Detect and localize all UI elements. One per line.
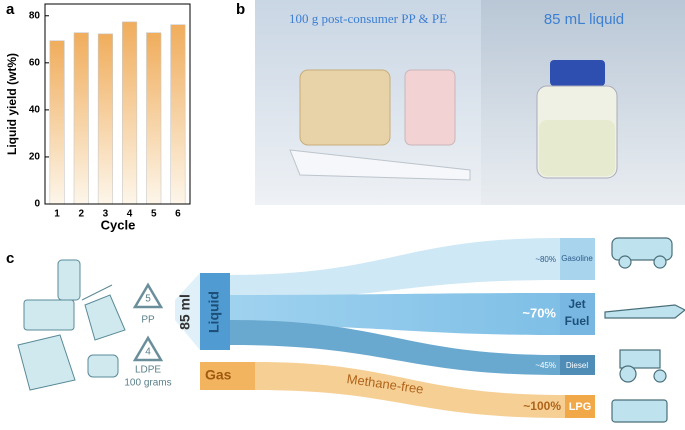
volume-label: 85 ml bbox=[177, 294, 193, 330]
x-tick-label: 5 bbox=[151, 209, 157, 220]
caption: 100 g post-consumer PP & PE bbox=[289, 11, 447, 26]
bar bbox=[97, 33, 113, 205]
car-wheel bbox=[618, 255, 632, 269]
tray-icon bbox=[23, 299, 75, 331]
diesel-node bbox=[560, 355, 595, 375]
film bbox=[289, 149, 471, 181]
y-tick-label: 60 bbox=[29, 57, 41, 68]
cup bbox=[404, 69, 456, 146]
bar bbox=[170, 24, 186, 205]
share: ~80% bbox=[535, 255, 556, 264]
feed-amount: 100 grams bbox=[124, 378, 171, 389]
panel-label: a bbox=[6, 1, 15, 18]
x-tick-label: 3 bbox=[103, 209, 109, 220]
product-name: LPG bbox=[569, 401, 592, 413]
resin-code: 4 bbox=[145, 347, 151, 358]
product-name: Jet bbox=[568, 297, 585, 311]
jet-node bbox=[560, 293, 595, 335]
gas-node bbox=[200, 362, 255, 390]
resin-name: PP bbox=[141, 315, 155, 326]
liquid-label: Liquid bbox=[206, 291, 222, 333]
gas-label: Gas bbox=[205, 367, 232, 383]
x-tick-label: 6 bbox=[175, 209, 181, 220]
resin-name: LDPE bbox=[135, 365, 161, 376]
flow-in bbox=[175, 273, 200, 350]
x-tick-label: 2 bbox=[78, 209, 84, 220]
gasoline-node bbox=[560, 238, 595, 280]
plane-icon bbox=[604, 304, 685, 319]
product-name: Fuel bbox=[565, 314, 590, 328]
y-tick-label: 40 bbox=[29, 105, 41, 116]
straw-icon bbox=[81, 284, 113, 301]
flow-gas bbox=[255, 362, 565, 418]
bar bbox=[146, 32, 162, 205]
y-axis-label: Liquid yield (wt%) bbox=[5, 53, 19, 155]
x-axis-label: Cycle bbox=[101, 217, 136, 232]
car-icon bbox=[611, 237, 673, 261]
stove-icon bbox=[611, 399, 668, 423]
container bbox=[299, 69, 391, 146]
resin-code: 5 bbox=[145, 294, 151, 305]
share: ~45% bbox=[535, 361, 556, 370]
plot-frame bbox=[44, 3, 191, 205]
car-wheel bbox=[653, 255, 667, 269]
bar bbox=[73, 32, 89, 205]
product-name: Diesel bbox=[566, 361, 588, 370]
bottle-cap bbox=[550, 60, 605, 86]
panel-label: c bbox=[6, 250, 14, 267]
y-tick-label: 80 bbox=[29, 10, 41, 21]
y-tick-label: 0 bbox=[34, 199, 40, 210]
flow-diesel bbox=[230, 320, 560, 375]
bag-icon bbox=[84, 294, 126, 341]
panel-label: b bbox=[236, 1, 245, 18]
caption: 85 mL liquid bbox=[544, 11, 624, 28]
share: ~70% bbox=[522, 305, 556, 320]
mask-icon bbox=[87, 354, 119, 378]
x-tick-label: 4 bbox=[127, 209, 133, 220]
liquid bbox=[539, 120, 615, 176]
product-name: Gasoline bbox=[561, 254, 593, 263]
liquid-node bbox=[200, 273, 230, 350]
share: ~100% bbox=[523, 399, 561, 413]
y-tick-label: 20 bbox=[29, 152, 41, 163]
tractor-icon bbox=[619, 349, 661, 369]
lpg-node bbox=[565, 395, 595, 418]
recycle-icon bbox=[132, 282, 164, 309]
flow-gasoline bbox=[230, 238, 560, 300]
tractor-wheel bbox=[653, 369, 667, 383]
cup-icon bbox=[57, 259, 81, 301]
bar bbox=[122, 21, 138, 205]
recycle-icon bbox=[132, 335, 164, 362]
x-tick-label: 1 bbox=[54, 209, 60, 220]
tractor-wheel bbox=[619, 365, 637, 383]
film-icon bbox=[17, 334, 76, 391]
bar bbox=[49, 40, 65, 205]
